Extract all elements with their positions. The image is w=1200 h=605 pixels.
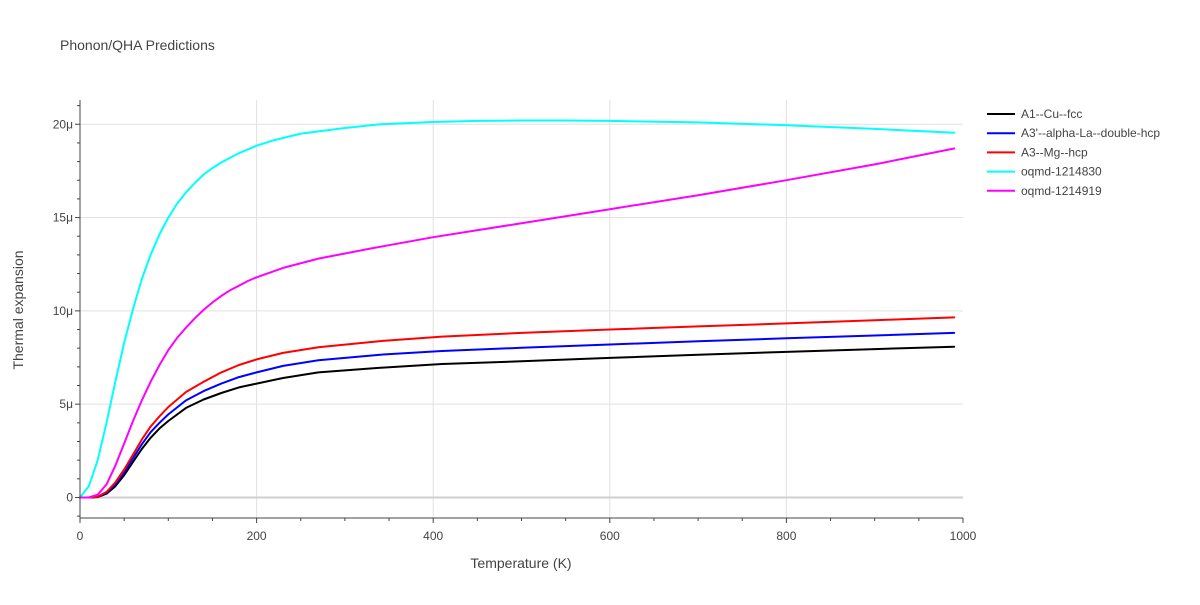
- series-line-1: [79, 345, 956, 499]
- x-tick-label: 600: [600, 529, 620, 543]
- legend-item: oqmd-1214919: [987, 184, 1102, 198]
- x-tick-label: 200: [247, 529, 267, 543]
- y-tick-label: 20μ: [53, 117, 73, 131]
- legend-label: A3'--alpha-La--double-hcp: [1021, 126, 1160, 140]
- legend-label: oqmd-1214919: [1021, 184, 1102, 198]
- legend-item: A3--Mg--hcp: [987, 145, 1088, 159]
- x-tick-label: 0: [77, 529, 84, 543]
- axes: 0 200 400 600 800 1000 0 5μ 10μ 15μ 20μ: [53, 100, 977, 543]
- legend-item: A3'--alpha-La--double-hcp: [987, 126, 1160, 140]
- legend-label: A3--Mg--hcp: [1021, 145, 1088, 159]
- legend-label: A1--Cu--fcc: [1021, 107, 1082, 121]
- series-line-3: [79, 316, 956, 499]
- y-axis-title: Thermal expansion: [10, 250, 26, 369]
- x-tick-label: 1000: [950, 529, 977, 543]
- y-tick-label: 0: [66, 490, 73, 504]
- legend-label: oqmd-1214830: [1021, 165, 1102, 179]
- chart-title: Phonon/QHA Predictions: [60, 37, 215, 53]
- legend-item: A1--Cu--fcc: [987, 107, 1082, 121]
- series-line-2: [79, 331, 956, 499]
- series-line-4: [79, 119, 956, 499]
- legend-item: oqmd-1214830: [987, 165, 1102, 179]
- y-tick-label: 5μ: [59, 397, 73, 411]
- y-tick-label: 15μ: [53, 211, 73, 225]
- x-axis-title: Temperature (K): [470, 555, 571, 571]
- x-tick-label: 400: [423, 529, 443, 543]
- grid: [80, 100, 963, 518]
- y-tick-label: 10μ: [53, 304, 73, 318]
- x-tick-label: 800: [776, 529, 796, 543]
- series-line-5: [79, 147, 956, 499]
- legend: A1--Cu--fcc A3'--alpha-La--double-hcp A3--…: [987, 107, 1160, 198]
- series-layer: [79, 119, 956, 499]
